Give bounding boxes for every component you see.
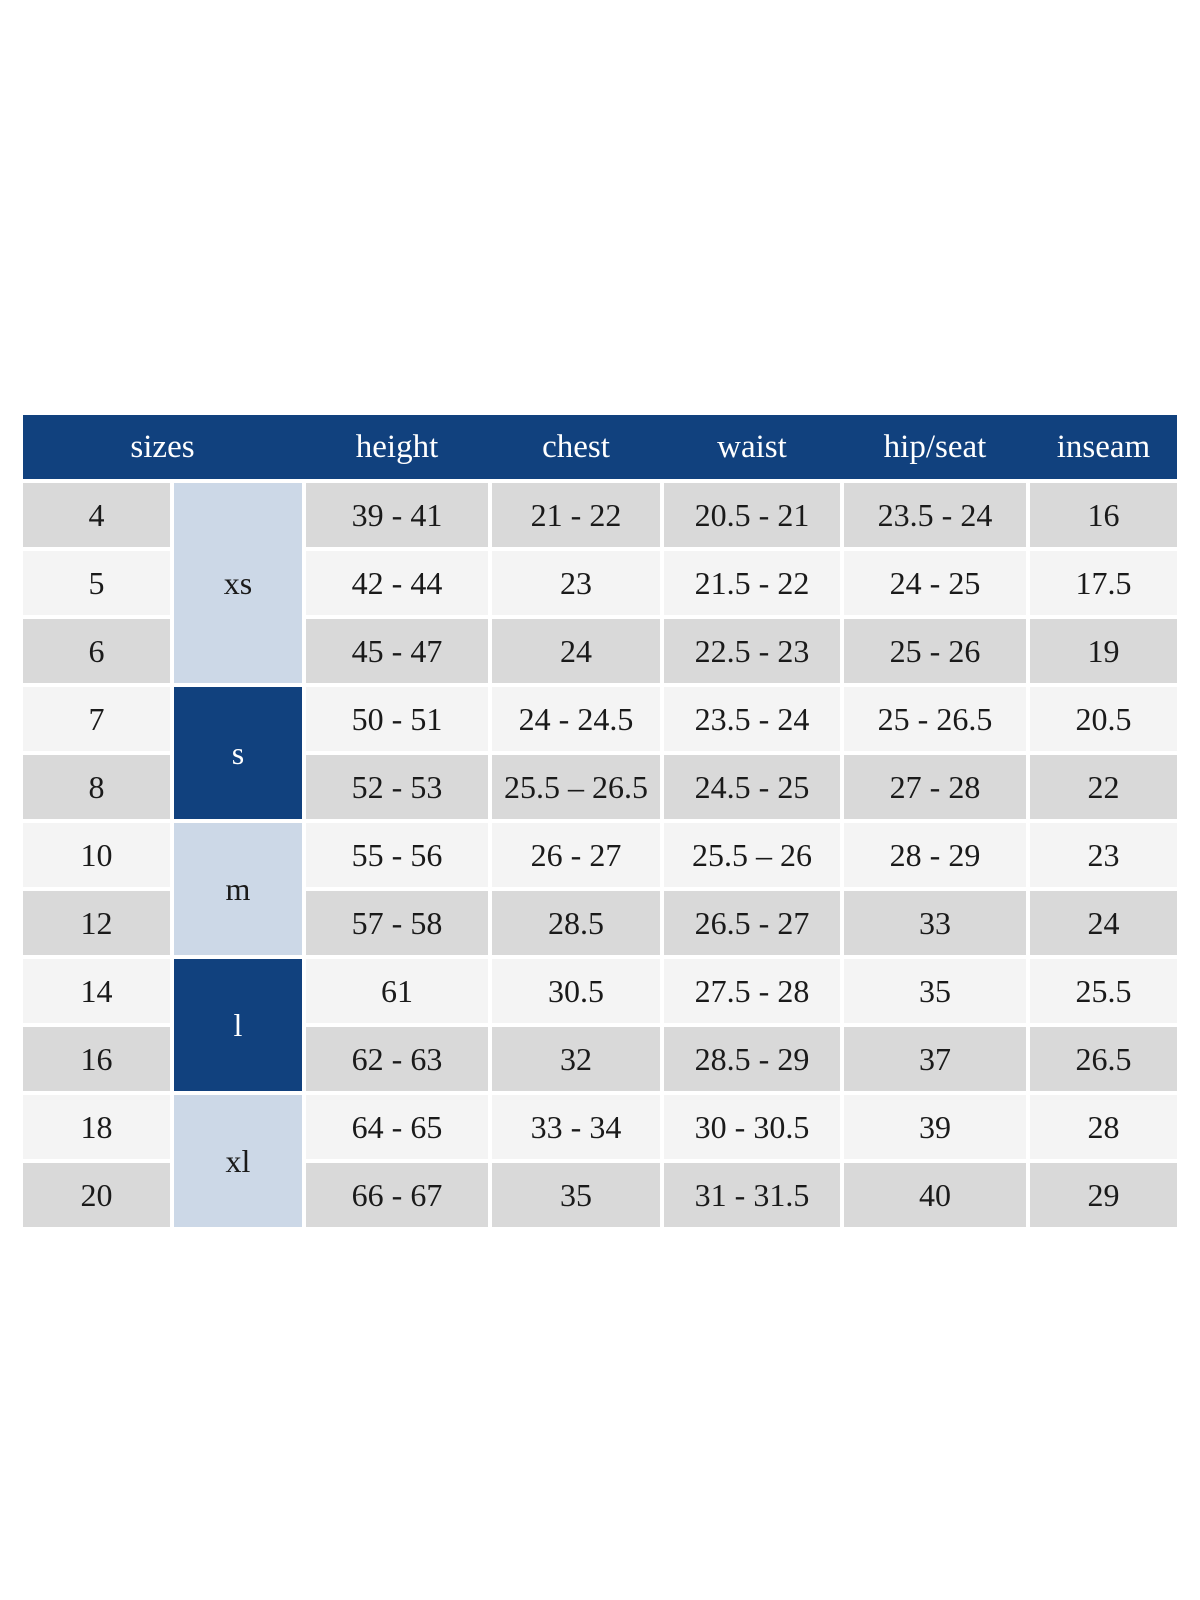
- cell-height: 57 - 58: [306, 891, 488, 955]
- cell-height: 64 - 65: [306, 1095, 488, 1159]
- cell-hip-seat: 35: [844, 959, 1026, 1023]
- cell-size: 5: [23, 551, 170, 615]
- cell-height: 50 - 51: [306, 687, 488, 751]
- cell-inseam: 23: [1030, 823, 1177, 887]
- column-header-height: height: [355, 428, 439, 465]
- cell-size: 8: [23, 755, 170, 819]
- size-group-label-m: m: [174, 823, 302, 955]
- cell-hip-seat: 40: [844, 1163, 1026, 1227]
- cell-height: 42 - 44: [306, 551, 488, 615]
- cell-size: 6: [23, 619, 170, 683]
- cell-hip-seat: 39: [844, 1095, 1026, 1159]
- cell-hip-seat: 23.5 - 24: [844, 483, 1026, 547]
- column-header-inseam: inseam: [1056, 428, 1151, 465]
- cell-size: 7: [23, 687, 170, 751]
- cell-waist: 28.5 - 29: [664, 1027, 840, 1091]
- cell-inseam: 24: [1030, 891, 1177, 955]
- cell-waist: 27.5 - 28: [664, 959, 840, 1023]
- cell-chest: 21 - 22: [492, 483, 660, 547]
- cell-waist: 26.5 - 27: [664, 891, 840, 955]
- cell-chest: 24: [492, 619, 660, 683]
- table-header-bar: sizes height chest waist hip/seat inseam: [23, 415, 1177, 479]
- cell-chest: 33 - 34: [492, 1095, 660, 1159]
- cell-chest: 23: [492, 551, 660, 615]
- cell-inseam: 19: [1030, 619, 1177, 683]
- column-header-sizes: sizes: [130, 428, 195, 465]
- cell-waist: 20.5 - 21: [664, 483, 840, 547]
- cell-hip-seat: 25 - 26: [844, 619, 1026, 683]
- cell-height: 62 - 63: [306, 1027, 488, 1091]
- cell-height: 66 - 67: [306, 1163, 488, 1227]
- cell-waist: 23.5 - 24: [664, 687, 840, 751]
- cell-hip-seat: 27 - 28: [844, 755, 1026, 819]
- cell-waist: 21.5 - 22: [664, 551, 840, 615]
- cell-inseam: 26.5: [1030, 1027, 1177, 1091]
- cell-chest: 32: [492, 1027, 660, 1091]
- cell-hip-seat: 33: [844, 891, 1026, 955]
- cell-waist: 30 - 30.5: [664, 1095, 840, 1159]
- cell-inseam: 17.5: [1030, 551, 1177, 615]
- cell-size: 14: [23, 959, 170, 1023]
- cell-size: 10: [23, 823, 170, 887]
- cell-waist: 25.5 – 26: [664, 823, 840, 887]
- cell-chest: 30.5: [492, 959, 660, 1023]
- cell-size: 20: [23, 1163, 170, 1227]
- cell-chest: 24 - 24.5: [492, 687, 660, 751]
- cell-height: 52 - 53: [306, 755, 488, 819]
- cell-size: 12: [23, 891, 170, 955]
- cell-size: 4: [23, 483, 170, 547]
- cell-waist: 24.5 - 25: [664, 755, 840, 819]
- size-group-label-s: s: [174, 687, 302, 819]
- cell-hip-seat: 28 - 29: [844, 823, 1026, 887]
- cell-hip-seat: 37: [844, 1027, 1026, 1091]
- cell-waist: 22.5 - 23: [664, 619, 840, 683]
- cell-inseam: 28: [1030, 1095, 1177, 1159]
- cell-waist: 31 - 31.5: [664, 1163, 840, 1227]
- column-header-waist: waist: [717, 428, 787, 465]
- cell-chest: 28.5: [492, 891, 660, 955]
- cell-size: 18: [23, 1095, 170, 1159]
- cell-hip-seat: 24 - 25: [844, 551, 1026, 615]
- cell-inseam: 29: [1030, 1163, 1177, 1227]
- cell-inseam: 22: [1030, 755, 1177, 819]
- table-header-row: sizes height chest waist hip/seat inseam: [23, 415, 1177, 479]
- size-group-label-xs: xs: [174, 483, 302, 683]
- cell-height: 55 - 56: [306, 823, 488, 887]
- size-group-label-l: l: [174, 959, 302, 1091]
- cell-inseam: 20.5: [1030, 687, 1177, 751]
- cell-hip-seat: 25 - 26.5: [844, 687, 1026, 751]
- cell-height: 61: [306, 959, 488, 1023]
- cell-inseam: 25.5: [1030, 959, 1177, 1023]
- cell-chest: 26 - 27: [492, 823, 660, 887]
- cell-height: 45 - 47: [306, 619, 488, 683]
- size-chart-table: sizes height chest waist hip/seat inseam…: [23, 415, 1177, 1227]
- cell-inseam: 16: [1030, 483, 1177, 547]
- column-header-hip-seat: hip/seat: [883, 428, 987, 465]
- size-group-label-xl: xl: [174, 1095, 302, 1227]
- cell-chest: 25.5 – 26.5: [492, 755, 660, 819]
- cell-size: 16: [23, 1027, 170, 1091]
- cell-height: 39 - 41: [306, 483, 488, 547]
- cell-chest: 35: [492, 1163, 660, 1227]
- column-header-chest: chest: [542, 428, 610, 465]
